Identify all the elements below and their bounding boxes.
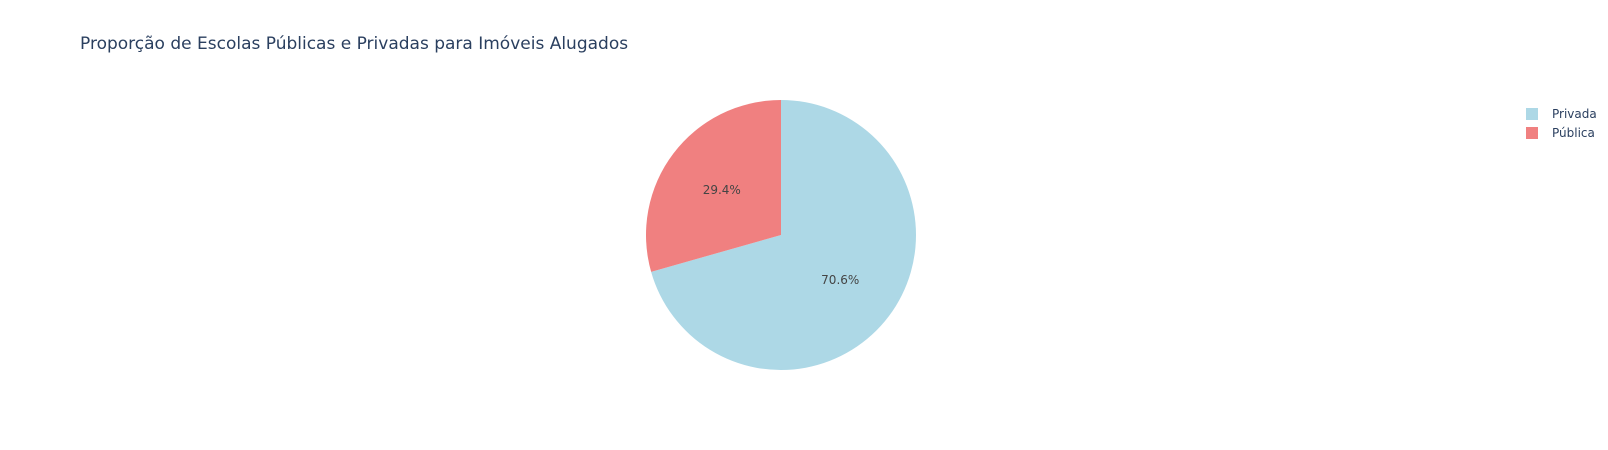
slice-percent-label: 70.6% bbox=[821, 273, 859, 287]
legend: Privada Pública bbox=[1526, 107, 1597, 140]
legend-label: Pública bbox=[1552, 126, 1595, 140]
chart-title: Proporção de Escolas Públicas e Privadas… bbox=[80, 34, 628, 54]
legend-label: Privada bbox=[1552, 107, 1597, 121]
legend-item-pública[interactable]: Pública bbox=[1526, 126, 1595, 140]
legend-swatch bbox=[1526, 108, 1538, 120]
pie-labels: 70.6% 29.4% bbox=[703, 183, 860, 287]
pie-slice-privada[interactable] bbox=[651, 100, 917, 370]
pie-slice-pública[interactable] bbox=[646, 100, 781, 272]
slice-percent-label: 29.4% bbox=[703, 183, 741, 197]
legend-swatch bbox=[1526, 127, 1538, 139]
pie-slices bbox=[646, 100, 917, 370]
legend-item-privada[interactable]: Privada bbox=[1526, 107, 1597, 121]
